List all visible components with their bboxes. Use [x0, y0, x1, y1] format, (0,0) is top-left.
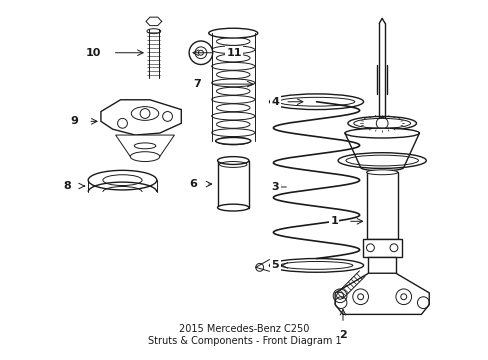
- Ellipse shape: [147, 29, 161, 33]
- Bar: [362, 239, 401, 257]
- Ellipse shape: [130, 152, 160, 162]
- Bar: [217, 161, 248, 208]
- Ellipse shape: [102, 175, 142, 185]
- Ellipse shape: [366, 170, 397, 175]
- Bar: [368, 257, 395, 278]
- Text: 4: 4: [271, 97, 279, 107]
- Ellipse shape: [215, 138, 250, 144]
- Ellipse shape: [344, 128, 419, 138]
- Text: 3: 3: [271, 182, 279, 192]
- Ellipse shape: [360, 164, 403, 171]
- Polygon shape: [115, 135, 174, 157]
- Ellipse shape: [269, 94, 363, 109]
- Ellipse shape: [217, 204, 248, 211]
- Bar: [366, 172, 397, 239]
- Text: 5: 5: [271, 260, 279, 270]
- Text: 1: 1: [330, 216, 337, 226]
- Text: 8: 8: [63, 181, 71, 191]
- Ellipse shape: [217, 157, 248, 165]
- Circle shape: [189, 41, 212, 64]
- Ellipse shape: [347, 116, 416, 130]
- Text: 9: 9: [70, 116, 78, 126]
- Text: 2: 2: [338, 330, 346, 340]
- Ellipse shape: [208, 28, 257, 38]
- Text: 6: 6: [189, 179, 197, 189]
- Ellipse shape: [269, 258, 363, 272]
- Polygon shape: [101, 100, 181, 135]
- Polygon shape: [334, 273, 428, 314]
- Text: 10: 10: [85, 48, 101, 58]
- Text: 7: 7: [193, 79, 201, 89]
- Ellipse shape: [88, 170, 157, 190]
- Text: 11: 11: [226, 48, 242, 58]
- Ellipse shape: [337, 153, 426, 168]
- Text: 2015 Mercedes-Benz C250
Struts & Components - Front Diagram 1: 2015 Mercedes-Benz C250 Struts & Compone…: [147, 324, 341, 346]
